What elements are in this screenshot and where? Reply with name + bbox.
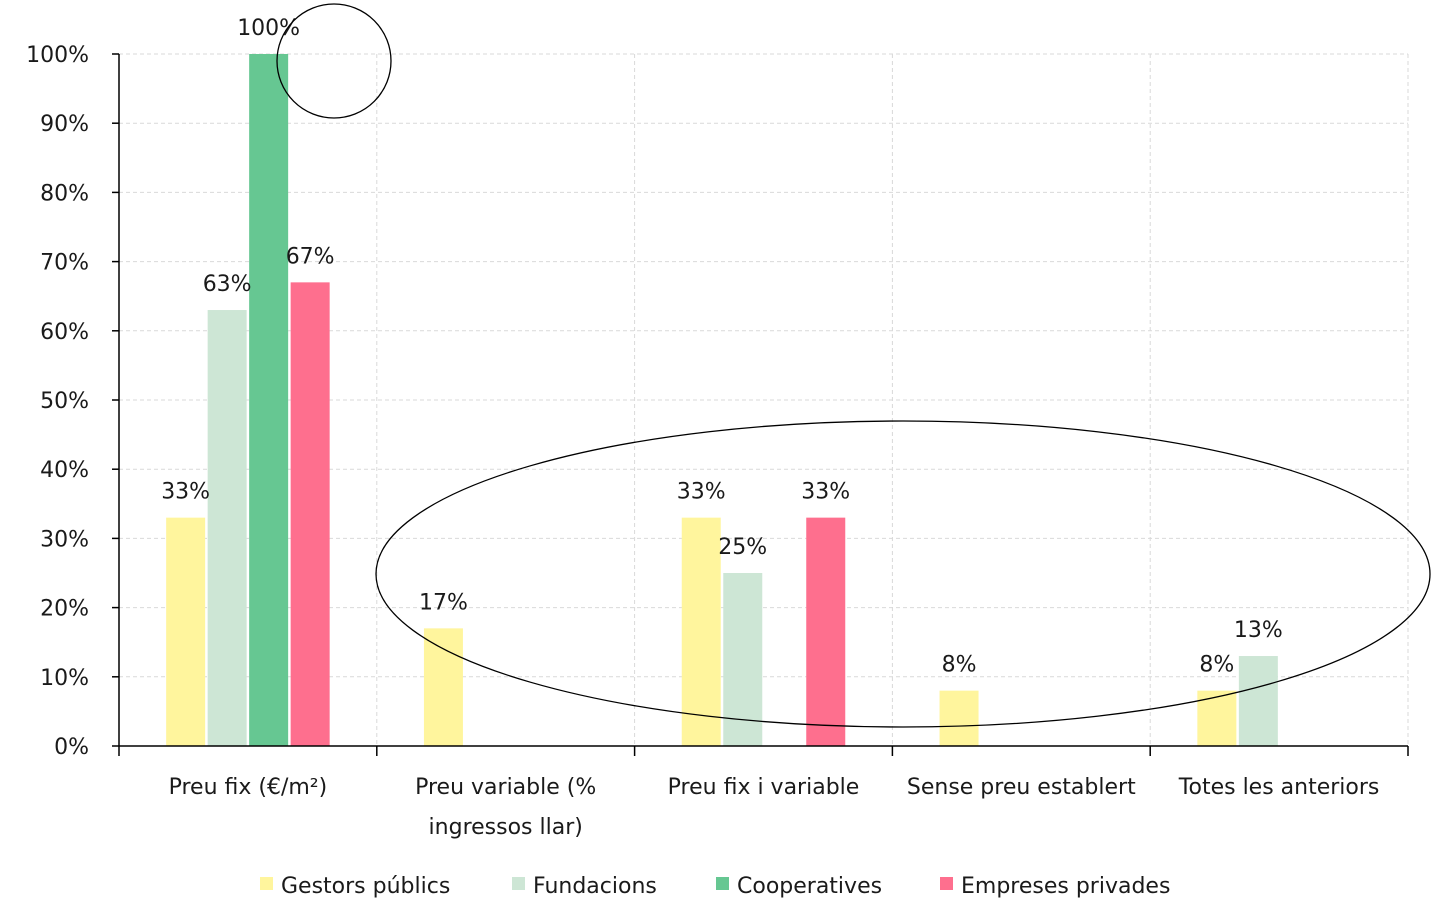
y-tick-label: 50% [40, 389, 89, 414]
gridlines [119, 53, 1409, 746]
y-tick-label: 30% [40, 527, 89, 552]
x-tick-label: ingressos llar) [429, 815, 583, 840]
bar [1197, 690, 1237, 746]
y-tick-label: 60% [40, 320, 89, 345]
data-label: 33% [677, 480, 726, 505]
bar [290, 282, 330, 746]
bar [681, 517, 721, 746]
data-label: 8% [942, 653, 977, 678]
legend-label: Cooperatives [737, 874, 882, 899]
x-tick-label: Preu fix (€/m²) [169, 775, 328, 800]
legend-swatch [512, 877, 525, 890]
legend-label: Fundacions [533, 874, 657, 899]
annotations [276, 3, 1431, 728]
bar [207, 310, 247, 746]
bars [166, 54, 1278, 746]
bar [723, 573, 763, 746]
y-tick-label: 0% [54, 735, 89, 760]
bar [166, 517, 206, 746]
x-tick-label: Preu fix i variable [668, 775, 860, 800]
x-tick-label: Preu variable (% [415, 775, 596, 800]
data-label: 8% [1199, 653, 1234, 678]
y-tick-label: 70% [40, 251, 89, 276]
y-tick-label: 20% [40, 597, 89, 622]
legend-swatch [716, 877, 729, 890]
y-tick-label: 90% [40, 112, 89, 137]
annotation-ellipse [375, 420, 1431, 728]
legend-swatch [260, 877, 273, 890]
y-tick-label: 10% [40, 666, 89, 691]
bar [249, 54, 289, 746]
y-tick-label: 80% [40, 181, 89, 206]
legend-label: Gestors públics [281, 874, 450, 899]
y-tick-label: 40% [40, 458, 89, 483]
data-label: 13% [1234, 618, 1283, 643]
x-tick-label: Totes les anteriors [1178, 775, 1380, 800]
bar [806, 517, 846, 746]
bar [939, 690, 979, 746]
axes: 0% 10% 20% 30% 40% 50% 60% 70% 80% 90% 100% Preu fi… [26, 43, 1409, 840]
data-label: 33% [161, 480, 210, 505]
data-labels: 33% 17% 33% 8% 8% 63% 25% 13% 100% 67% 33% [161, 16, 1283, 678]
data-label: 25% [718, 535, 767, 560]
annotation-circle [276, 3, 392, 119]
bar [423, 628, 463, 746]
x-tick-label: Sense preu establert [907, 775, 1136, 800]
y-tick-label: 100% [26, 43, 89, 68]
legend-swatch [940, 877, 953, 890]
data-label: 100% [237, 16, 300, 41]
data-label: 63% [203, 272, 252, 297]
legend-label: Empreses privades [961, 874, 1170, 899]
data-label: 33% [801, 480, 850, 505]
bar [1238, 656, 1278, 746]
legend: Gestors públics Fundacions Cooperatives Emp… [260, 874, 1170, 899]
data-label: 67% [286, 244, 335, 269]
data-label: 17% [419, 590, 468, 615]
